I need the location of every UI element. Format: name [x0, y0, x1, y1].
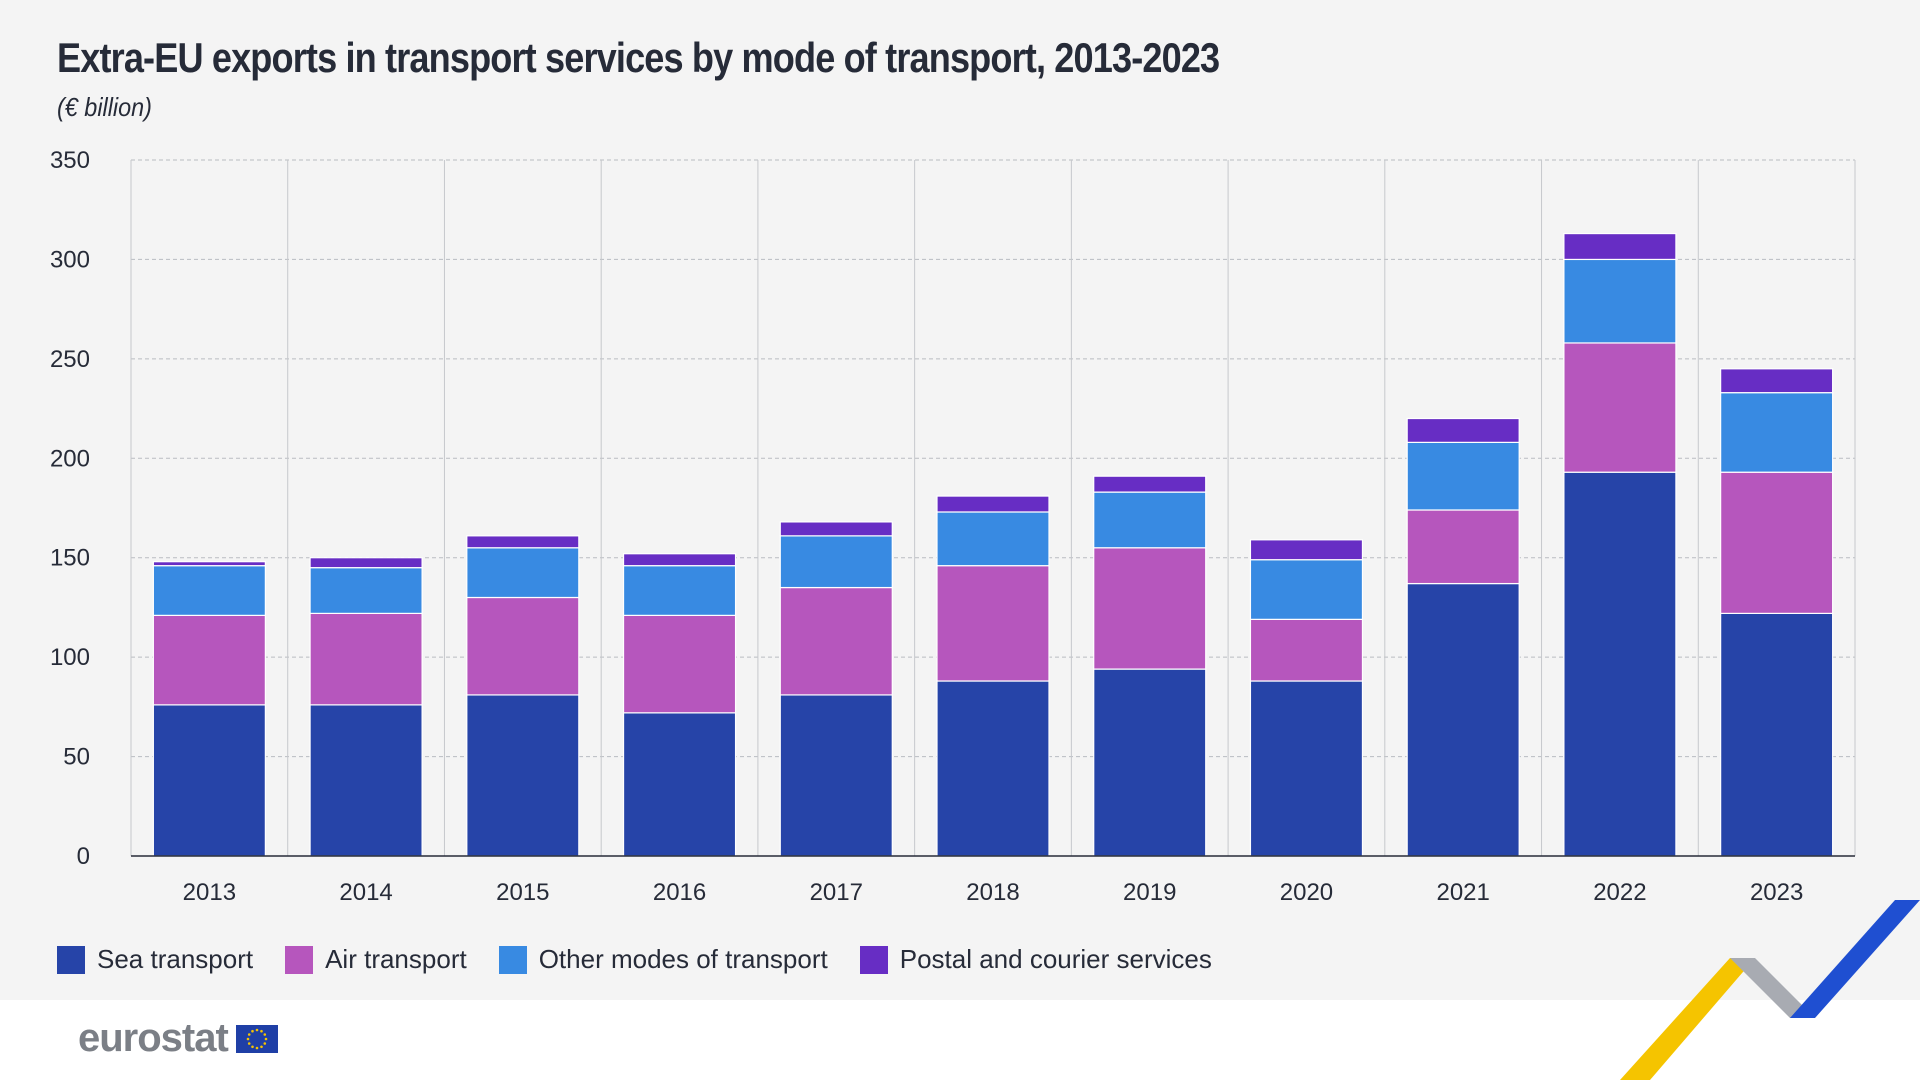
bar-segment-sea-transport — [466, 694, 580, 857]
bar-segment-other-modes-of-transport — [1249, 559, 1364, 620]
y-tick-label: 350 — [50, 147, 90, 174]
bar-segment-postal-and-courier-services — [309, 557, 423, 569]
bar-segment-sea-transport — [936, 680, 1050, 857]
x-tick-label: 2015 — [496, 879, 549, 906]
flag-star — [263, 1041, 266, 1045]
flag-star — [251, 1044, 254, 1048]
flag-star — [247, 1041, 251, 1045]
bar-segment-postal-and-courier-services — [466, 535, 580, 549]
legend-label: Postal and courier services — [899, 944, 1212, 974]
flag-star — [251, 1029, 254, 1033]
bar-segment-postal-and-courier-services — [779, 521, 893, 537]
flag-star — [260, 1044, 263, 1048]
bar-segment-air-transport — [1406, 509, 1520, 585]
flag-star — [246, 1037, 250, 1040]
legend-swatch — [57, 945, 85, 974]
x-tick-label: 2022 — [1593, 879, 1646, 906]
stacked-bar-chart: 0 50 100 150 200 250 300 350 2013 2014 2015 2016 201… — [50, 147, 1856, 906]
logo-text: eurostat — [78, 1016, 229, 1060]
axes: 0 50 100 150 200 250 300 350 2013 2014 2015 2016 201… — [50, 147, 1855, 906]
flag-star — [255, 1028, 259, 1031]
bar-segment-postal-and-courier-services — [152, 561, 266, 567]
chart-title: Extra-EU exports in transport services b… — [57, 34, 1220, 81]
bar-segment-sea-transport — [1093, 668, 1207, 857]
bar-segment-air-transport — [1093, 547, 1207, 670]
legend-label: Sea transport — [97, 944, 254, 974]
bar-segment-air-transport — [309, 612, 423, 706]
y-tick-label: 300 — [50, 246, 90, 273]
bar-segment-other-modes-of-transport — [466, 547, 580, 599]
bar-segment-air-transport — [1563, 342, 1677, 473]
y-tick-label: 200 — [50, 445, 90, 472]
legend-swatch — [859, 945, 888, 974]
bar-segment-sea-transport — [309, 704, 423, 857]
flag-star — [264, 1037, 268, 1040]
legend: Sea transport Air transport Other modes of… — [57, 944, 1244, 975]
bars — [152, 232, 1834, 857]
bar-segment-sea-transport — [1249, 680, 1364, 857]
x-tick-label: 2013 — [183, 879, 236, 906]
x-tick-label: 2017 — [810, 879, 863, 906]
bar-segment-air-transport — [779, 586, 893, 696]
bar-segment-other-modes-of-transport — [1563, 258, 1677, 344]
x-tick-label: 2019 — [1123, 879, 1176, 906]
bar-segment-other-modes-of-transport — [1093, 491, 1207, 549]
bar-segment-sea-transport — [1563, 471, 1677, 857]
bar-segment-postal-and-courier-services — [1406, 417, 1520, 443]
bar-segment-other-modes-of-transport — [152, 565, 266, 616]
bar-segment-air-transport — [936, 565, 1050, 682]
x-tick-label: 2023 — [1750, 879, 1803, 906]
bar-segment-postal-and-courier-services — [1249, 539, 1364, 561]
legend-swatch — [285, 945, 314, 974]
legend-item: Air transport — [285, 944, 467, 975]
bar-segment-other-modes-of-transport — [1720, 392, 1834, 473]
flag-star — [255, 1046, 259, 1049]
x-tick-label: 2018 — [966, 879, 1019, 906]
x-tick-label: 2020 — [1280, 879, 1333, 906]
bar-segment-other-modes-of-transport — [1406, 441, 1520, 511]
bar-segment-other-modes-of-transport — [936, 511, 1050, 567]
bar-segment-other-modes-of-transport — [309, 567, 423, 614]
x-tick-label: 2021 — [1436, 879, 1489, 906]
y-tick-label: 150 — [50, 545, 90, 572]
legend-item: Sea transport — [57, 944, 253, 975]
bar-segment-other-modes-of-transport — [622, 565, 737, 616]
bar-segment-air-transport — [622, 614, 737, 714]
bar-segment-air-transport — [1249, 618, 1364, 682]
bar-segment-air-transport — [152, 614, 266, 706]
bar-segment-sea-transport — [1720, 612, 1834, 857]
y-tick-label: 250 — [50, 346, 90, 373]
bar-segment-postal-and-courier-services — [1720, 368, 1834, 394]
bar-segment-postal-and-courier-services — [1093, 475, 1207, 493]
flag-star — [263, 1032, 266, 1036]
bar-segment-air-transport — [466, 596, 580, 696]
flag-star — [260, 1029, 263, 1033]
chart-subtitle: (€ billion) — [57, 92, 152, 122]
bar-segment-postal-and-courier-services — [622, 553, 737, 567]
y-tick-label: 100 — [50, 644, 90, 671]
bar-segment-sea-transport — [152, 704, 266, 857]
eu-flag-icon — [235, 1024, 278, 1053]
legend-swatch — [498, 945, 527, 974]
legend-item: Postal and courier services — [859, 944, 1212, 975]
flag-star — [247, 1032, 251, 1036]
bar-segment-air-transport — [1720, 471, 1834, 614]
bar-segment-other-modes-of-transport — [779, 535, 893, 589]
bar-segment-postal-and-courier-services — [1563, 232, 1677, 261]
eurostat-logo: eurostat — [78, 1016, 278, 1061]
x-tick-label: 2014 — [339, 879, 392, 906]
legend-label: Other modes of transport — [538, 944, 828, 974]
bar-segment-sea-transport — [622, 712, 737, 857]
x-tick-label: 2016 — [653, 879, 706, 906]
bar-segment-postal-and-courier-services — [936, 495, 1050, 513]
legend-item: Other modes of transport — [498, 944, 828, 975]
bar-segment-sea-transport — [779, 694, 893, 857]
decorative-ribbon-icon — [1620, 900, 1920, 1080]
y-tick-label: 50 — [63, 744, 90, 771]
legend-label: Air transport — [325, 944, 467, 974]
bar-segment-sea-transport — [1406, 582, 1520, 857]
y-tick-label: 0 — [77, 843, 90, 870]
